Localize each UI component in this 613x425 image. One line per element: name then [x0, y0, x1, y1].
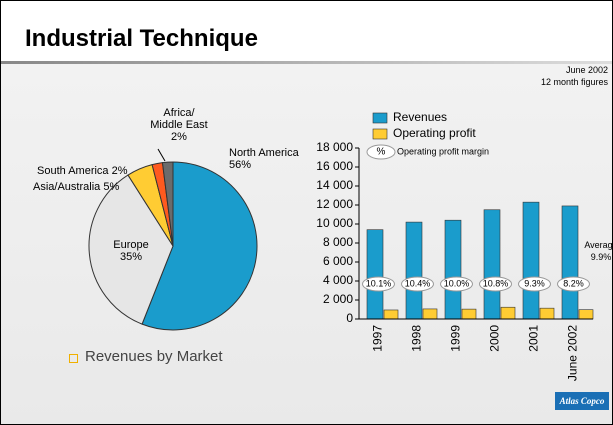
- pie-label: South America 2%: [37, 165, 128, 177]
- y-tick-label: 18 000: [316, 140, 353, 154]
- legend-label: Operating profit margin: [397, 146, 489, 156]
- bar: [384, 310, 398, 319]
- pie-label-name: North America: [229, 147, 299, 159]
- margin-label: 10.1%: [366, 278, 392, 288]
- x-tick-label: 1999: [449, 325, 463, 352]
- x-tick-label: June 2002: [566, 325, 580, 381]
- bar: [367, 230, 383, 319]
- margin-label: 10.0%: [444, 278, 470, 288]
- y-tick-label: 8 000: [323, 235, 353, 249]
- margin-label: 10.4%: [405, 278, 431, 288]
- x-tick-label: 1998: [410, 325, 424, 352]
- pie-label-value: 35%: [91, 251, 171, 263]
- bar: [423, 309, 437, 319]
- pie-label-name: Europe: [91, 239, 171, 251]
- x-tick-label: 2001: [527, 325, 541, 352]
- y-tick-label: 4 000: [323, 273, 353, 287]
- legend-label: Operating profit: [393, 126, 476, 140]
- x-tick-label: 2000: [488, 325, 502, 352]
- pie-label-value: 56%: [229, 159, 299, 171]
- bar: [445, 220, 461, 319]
- bar: [406, 222, 422, 319]
- pie-label-value: 5%: [103, 181, 119, 193]
- slide: Industrial Technique June 2002 12 month …: [0, 0, 613, 425]
- y-tick-label: 14 000: [316, 178, 353, 192]
- y-tick-label: 10 000: [316, 216, 353, 230]
- leader-line: [158, 149, 165, 161]
- margin-label: 8.2%: [563, 278, 584, 288]
- pie-label-value: 2%: [112, 165, 128, 177]
- pie-label-value: 2%: [139, 131, 219, 143]
- bar: [462, 309, 476, 319]
- bar: [579, 310, 593, 319]
- bar: [523, 202, 539, 319]
- pie-label: Asia/Australia 5%: [33, 181, 119, 193]
- y-tick-label: 6 000: [323, 254, 353, 268]
- legend-swatch: [373, 113, 387, 123]
- legend-label: Revenues: [393, 110, 447, 124]
- x-tick-label: 1997: [371, 325, 385, 352]
- bar: [562, 206, 578, 319]
- bar: [484, 210, 500, 319]
- bar: [540, 308, 554, 319]
- legend-symbol: %: [377, 147, 386, 158]
- margin-label: 9.3%: [524, 278, 545, 288]
- pie-label-name: Africa/ Middle East: [139, 107, 219, 131]
- margin-label: 10.8%: [483, 278, 509, 288]
- bar: [501, 307, 515, 319]
- pie-label-name: South America: [37, 165, 109, 177]
- pie-label-name: Asia/Australia: [33, 181, 100, 193]
- y-tick-label: 16 000: [316, 159, 353, 173]
- y-tick-label: 0: [346, 311, 353, 325]
- legend-swatch: [373, 129, 387, 139]
- charts: 0 2 000 4 000 6 000 8 000 10 000 12 000 14 000 1…: [1, 1, 612, 424]
- y-tick-label: 12 000: [316, 197, 353, 211]
- y-tick-label: 2 000: [323, 292, 353, 306]
